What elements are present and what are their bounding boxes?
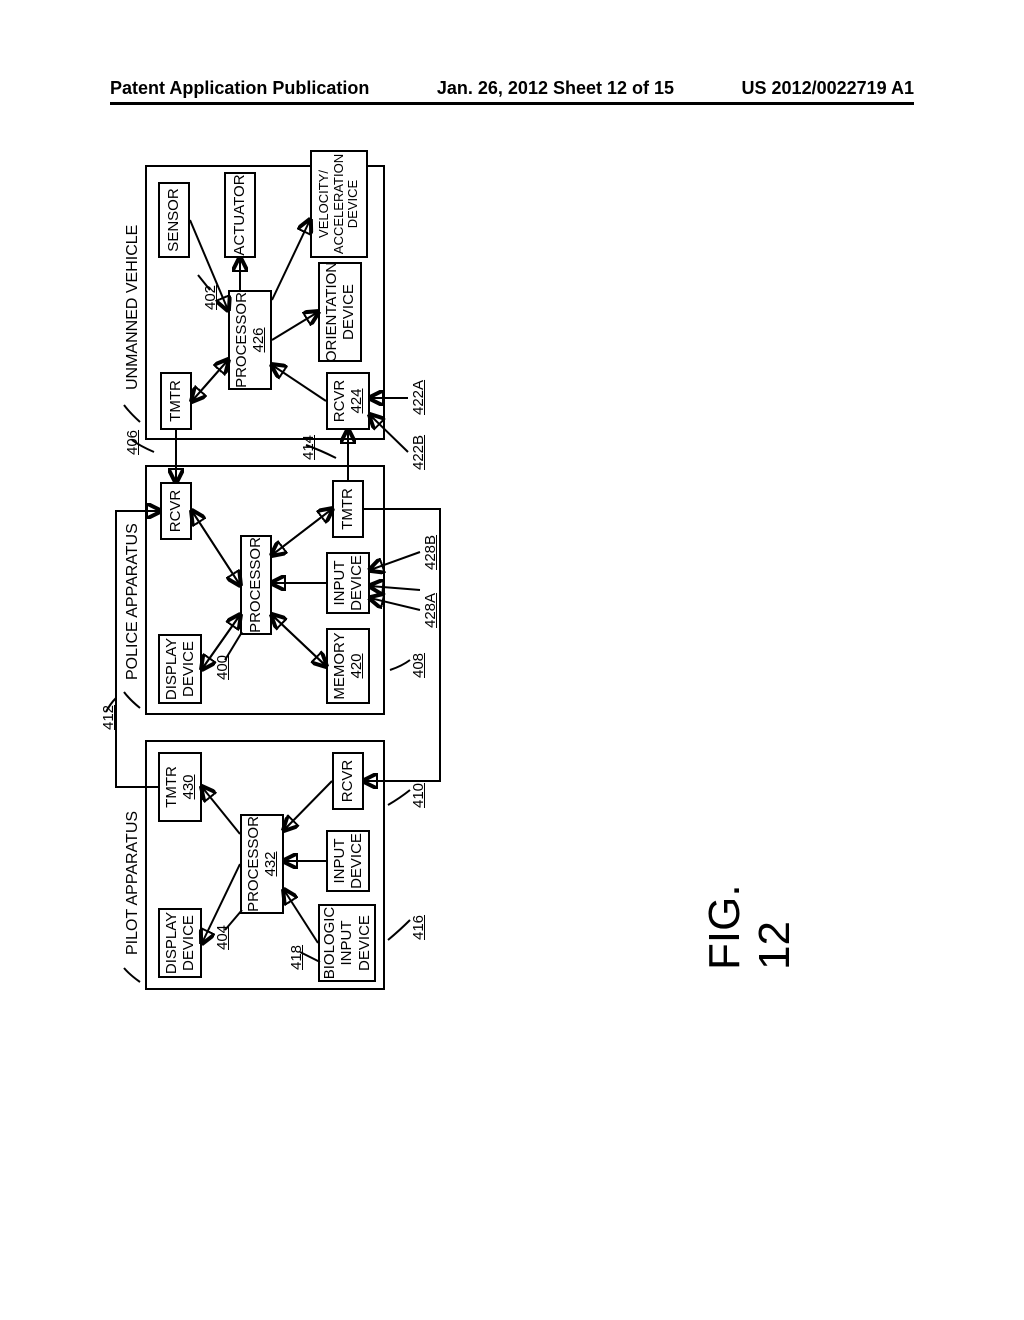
header-left: Patent Application Publication xyxy=(110,78,369,99)
header-rule xyxy=(110,102,914,105)
figure-12-diagram: PILOT APPARATUS POLICE APPARATUS UNMANNE… xyxy=(110,160,750,1010)
figure-label: FIG. 12 xyxy=(700,884,800,970)
diagram-canvas: PILOT APPARATUS POLICE APPARATUS UNMANNE… xyxy=(110,160,750,1010)
header-center: Jan. 26, 2012 Sheet 12 of 15 xyxy=(437,78,674,99)
page-header: Patent Application Publication Jan. 26, … xyxy=(0,78,1024,99)
header-right: US 2012/0022719 A1 xyxy=(742,78,914,99)
diagram-arrows xyxy=(110,160,750,1010)
